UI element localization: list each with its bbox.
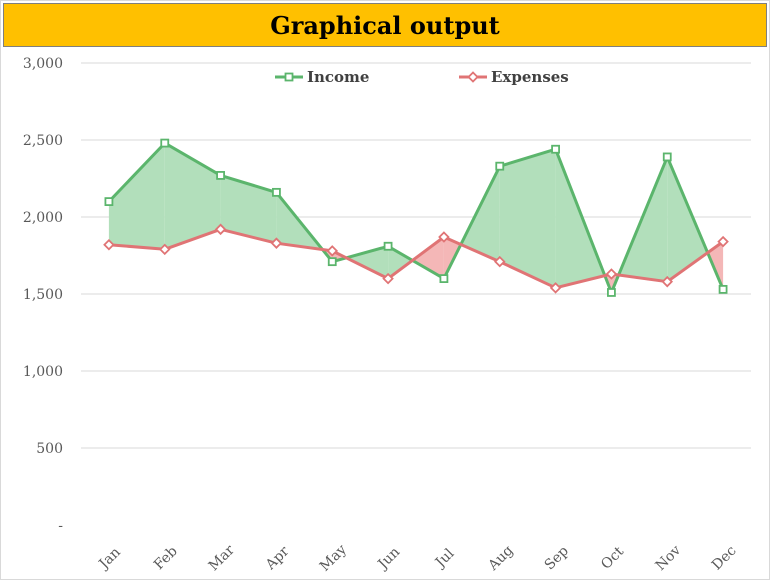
income-surplus-area xyxy=(164,143,221,250)
expenses-point xyxy=(270,237,283,249)
income-legend-label: Income xyxy=(307,68,369,86)
expenses-legend-label: Expenses xyxy=(491,68,569,86)
series-markers xyxy=(103,138,729,297)
x-tick-label: Apr xyxy=(262,543,292,573)
y-tick-label: 500 xyxy=(36,441,63,457)
income-surplus-area xyxy=(388,246,413,279)
series-lines xyxy=(107,141,725,294)
income-point xyxy=(272,187,281,197)
x-tick-label: Mar xyxy=(206,542,238,574)
y-tick-label: 3,000 xyxy=(23,56,63,72)
x-tick-label: Jan xyxy=(95,544,124,573)
expenses-point xyxy=(326,245,339,257)
y-tick-label: 1,000 xyxy=(23,364,63,380)
income-surplus-area xyxy=(460,166,500,262)
x-tick-label: Nov xyxy=(653,542,685,574)
y-tick-label: 2,000 xyxy=(23,210,63,226)
chart-legend: Income Expenses xyxy=(275,68,569,86)
x-tick-label: May xyxy=(317,542,350,575)
x-tick-label: Aug xyxy=(485,543,517,575)
expense-surplus-area xyxy=(412,237,444,279)
x-tick-label: Jul xyxy=(431,545,458,572)
x-tick-label: Oct xyxy=(598,543,627,572)
income-point xyxy=(495,161,505,171)
income-surplus-area xyxy=(346,246,389,279)
expenses-point xyxy=(438,231,450,243)
income-point xyxy=(383,241,393,251)
income-point xyxy=(216,171,225,180)
income-point xyxy=(551,144,560,154)
income-point xyxy=(662,152,672,162)
income-line xyxy=(107,141,725,294)
expenses-point xyxy=(605,268,618,280)
expenses-point xyxy=(661,275,674,288)
y-tick-label: 1,500 xyxy=(23,287,63,303)
chart-title-bar: Graphical output xyxy=(3,3,767,47)
y-axis-tick-labels: - 500 1,000 1,500 2,000 2,500 3,000 xyxy=(23,56,63,534)
income-surplus-area xyxy=(108,143,165,250)
expenses-point xyxy=(382,272,394,285)
gridlines xyxy=(81,62,751,449)
income-surplus-area xyxy=(667,156,708,282)
x-tick-label: Dec xyxy=(709,543,740,574)
income-point xyxy=(327,257,337,267)
expenses-line xyxy=(108,227,724,290)
y-tick-label: 2,500 xyxy=(23,133,63,149)
expenses-point xyxy=(158,243,171,256)
expenses-point xyxy=(214,223,227,236)
income-point xyxy=(718,284,728,294)
expenses-point xyxy=(717,235,729,248)
income-legend-marker xyxy=(284,72,294,82)
x-axis-tick-labels: Jan Feb Mar Apr May Jun Jul Aug Sep Oct Nov Dec xyxy=(95,542,740,575)
income-point xyxy=(104,197,114,207)
difference-areas xyxy=(108,143,724,293)
x-tick-label: Feb xyxy=(151,543,181,573)
chart-title: Graphical output xyxy=(270,10,500,40)
income-point xyxy=(439,274,449,284)
y-tick-label: - xyxy=(58,518,63,534)
expenses-point xyxy=(549,282,562,294)
expenses-point xyxy=(493,255,506,268)
x-tick-label: Jun xyxy=(374,544,403,573)
income-point xyxy=(607,288,616,297)
income-point xyxy=(160,138,170,148)
expenses-legend-marker xyxy=(467,71,479,83)
x-tick-label: Sep xyxy=(542,543,572,573)
income-surplus-area xyxy=(220,175,277,244)
expenses-point xyxy=(103,238,115,251)
income-surplus-area xyxy=(499,149,556,288)
